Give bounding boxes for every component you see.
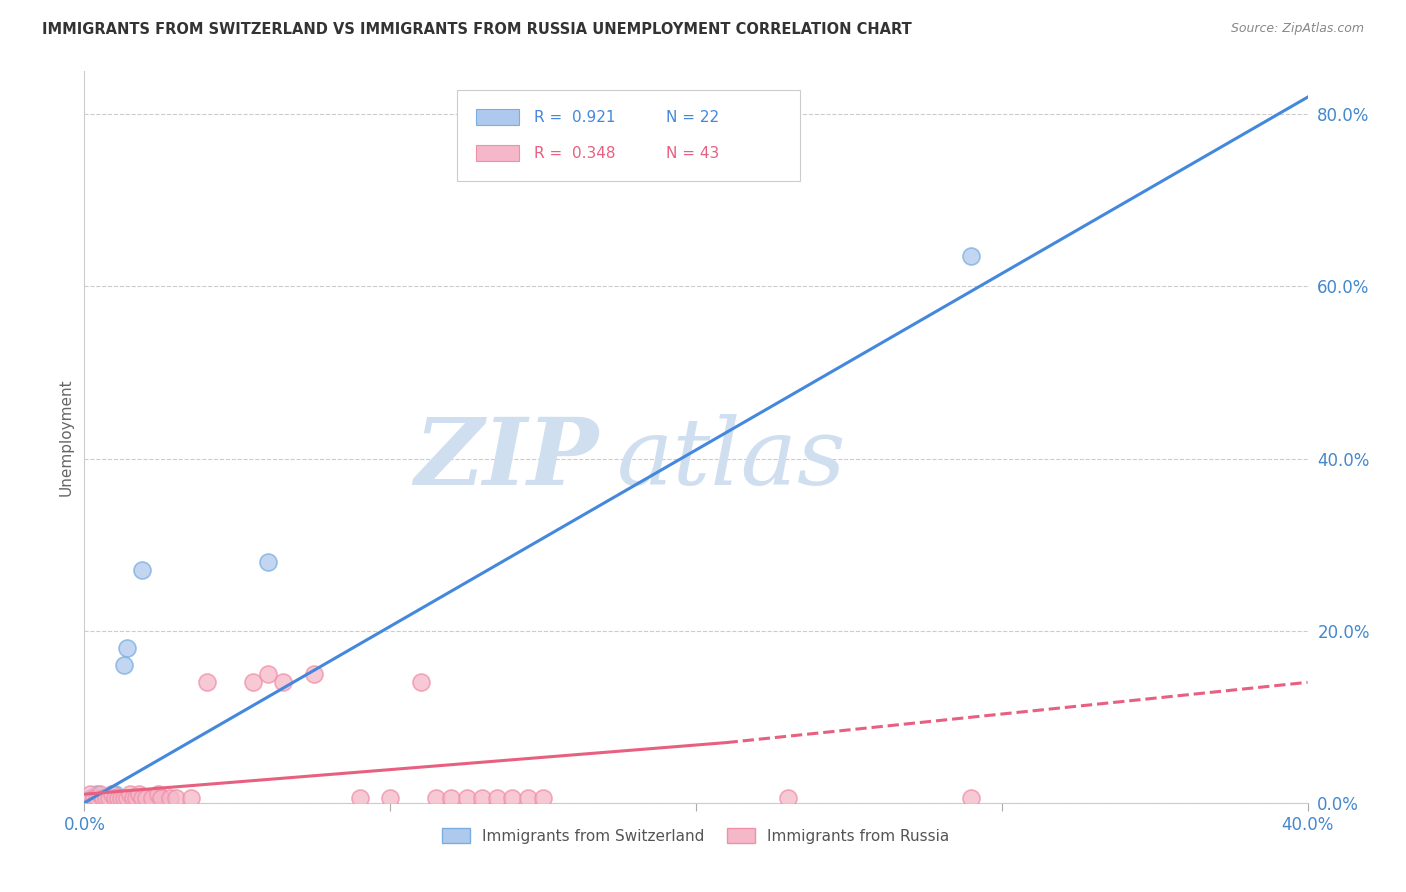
Point — [531, 791, 554, 805]
Point — [112, 791, 135, 805]
Text: IMMIGRANTS FROM SWITZERLAND VS IMMIGRANTS FROM RUSSIA UNEMPLOYMENT CORRELATION C: IMMIGRANTS FROM SWITZERLAND VS IMMIGRANT… — [42, 22, 912, 37]
Point — [135, 791, 157, 805]
Text: ZIP: ZIP — [413, 414, 598, 504]
Point — [79, 791, 101, 805]
Point — [91, 791, 114, 805]
Point — [960, 249, 983, 263]
Y-axis label: Unemployment: Unemployment — [58, 378, 73, 496]
Point — [502, 791, 524, 805]
Point — [107, 791, 129, 805]
Point — [122, 791, 145, 805]
Point — [159, 791, 181, 805]
Point — [242, 675, 264, 690]
Point — [257, 555, 280, 569]
Point — [94, 791, 117, 805]
Point — [112, 658, 135, 673]
Point — [101, 787, 124, 801]
Point — [104, 791, 127, 805]
Point — [131, 564, 153, 578]
Point — [425, 791, 447, 805]
Point — [110, 791, 132, 805]
Point — [146, 787, 169, 801]
Point — [120, 787, 142, 801]
Point — [141, 791, 163, 805]
Point — [101, 787, 124, 801]
Point — [409, 675, 432, 690]
Point — [86, 791, 108, 805]
Point — [349, 791, 371, 805]
Point — [257, 666, 280, 681]
Point — [135, 791, 157, 805]
Point — [141, 791, 163, 805]
Point — [180, 791, 202, 805]
Point — [146, 791, 169, 805]
Point — [94, 791, 117, 805]
Point — [122, 791, 145, 805]
Point — [960, 791, 983, 805]
Point — [104, 787, 127, 801]
Point — [271, 675, 294, 690]
Point — [115, 640, 138, 655]
Point — [79, 787, 101, 801]
Point — [125, 791, 148, 805]
Point — [86, 787, 108, 801]
Text: N = 22: N = 22 — [665, 110, 718, 125]
Point — [128, 787, 150, 801]
Point — [120, 791, 142, 805]
Text: R =  0.921: R = 0.921 — [533, 110, 614, 125]
Text: atlas: atlas — [616, 414, 846, 504]
Text: Source: ZipAtlas.com: Source: ZipAtlas.com — [1230, 22, 1364, 36]
Point — [486, 791, 509, 805]
Point — [89, 787, 111, 801]
Point — [149, 791, 172, 805]
Point — [471, 791, 494, 805]
Point — [380, 791, 402, 805]
Point — [91, 791, 114, 805]
Bar — [475, 145, 519, 161]
Point — [195, 675, 218, 690]
Legend: Immigrants from Switzerland, Immigrants from Russia: Immigrants from Switzerland, Immigrants … — [436, 822, 956, 850]
Point — [456, 791, 478, 805]
Point — [165, 791, 187, 805]
FancyBboxPatch shape — [457, 90, 800, 181]
Point — [83, 791, 105, 805]
Point — [122, 791, 145, 805]
Point — [97, 791, 120, 805]
Text: N = 43: N = 43 — [665, 145, 718, 161]
Point — [128, 791, 150, 805]
Point — [149, 791, 172, 805]
Point — [97, 791, 120, 805]
Point — [131, 791, 153, 805]
Point — [143, 791, 166, 805]
Point — [776, 791, 799, 805]
Bar — [475, 110, 519, 126]
Point — [302, 666, 325, 681]
Point — [115, 791, 138, 805]
Point — [440, 791, 463, 805]
Point — [516, 791, 538, 805]
Text: R =  0.348: R = 0.348 — [533, 145, 614, 161]
Point — [110, 791, 132, 805]
